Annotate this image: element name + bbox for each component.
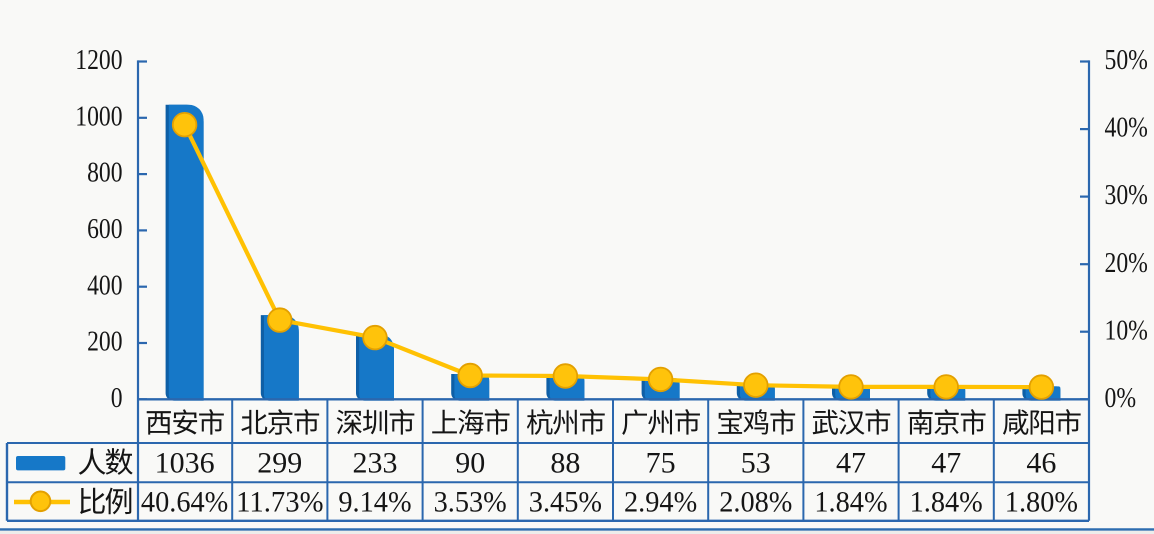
svg-text:47: 47 [931, 446, 961, 479]
svg-text:47: 47 [836, 446, 866, 479]
svg-text:2.94%: 2.94% [624, 486, 697, 519]
svg-text:40%: 40% [1105, 112, 1148, 144]
svg-text:1.84%: 1.84% [814, 486, 887, 519]
svg-text:3.45%: 3.45% [529, 486, 602, 519]
svg-text:40.64%: 40.64% [141, 486, 228, 519]
svg-text:30%: 30% [1105, 179, 1148, 211]
svg-text:1036: 1036 [155, 446, 215, 479]
svg-text:11.73%: 11.73% [236, 486, 323, 519]
svg-text:3.53%: 3.53% [434, 486, 507, 519]
svg-text:2.08%: 2.08% [719, 486, 792, 519]
svg-text:10%: 10% [1105, 314, 1148, 346]
svg-text:20%: 20% [1105, 247, 1148, 279]
svg-text:1.80%: 1.80% [1005, 486, 1078, 519]
svg-text:9.14%: 9.14% [338, 486, 411, 519]
svg-text:88: 88 [550, 446, 580, 479]
svg-text:600: 600 [87, 213, 122, 245]
svg-text:50%: 50% [1105, 44, 1148, 76]
svg-text:75: 75 [646, 446, 676, 479]
svg-text:800: 800 [87, 157, 122, 189]
svg-text:233: 233 [353, 446, 398, 479]
svg-text:46: 46 [1026, 446, 1056, 479]
svg-text:1200: 1200 [75, 44, 122, 76]
svg-text:299: 299 [257, 446, 302, 479]
svg-text:90: 90 [455, 446, 485, 479]
svg-text:53: 53 [741, 446, 771, 479]
svg-text:400: 400 [87, 269, 122, 301]
svg-text:1.84%: 1.84% [910, 486, 983, 519]
svg-text:200: 200 [87, 326, 122, 358]
svg-text:1000: 1000 [75, 100, 122, 132]
svg-text:0%: 0% [1105, 382, 1137, 414]
svg-text:0: 0 [111, 382, 123, 414]
